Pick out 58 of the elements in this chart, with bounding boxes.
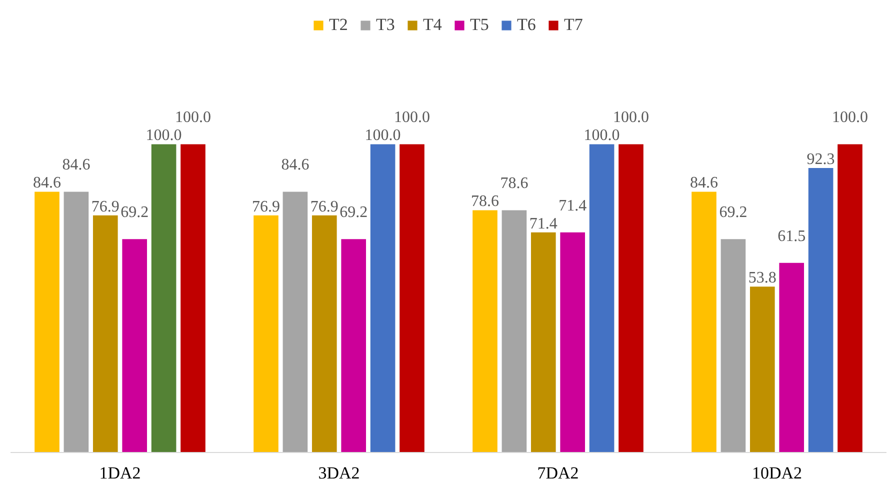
bar [530, 232, 556, 452]
bar [92, 215, 118, 452]
bar [692, 192, 716, 452]
x-tick-label: 7DA2 [537, 464, 579, 482]
bar [720, 239, 746, 452]
bar [838, 144, 862, 452]
data-label: 100.0 [394, 109, 430, 126]
bar [502, 210, 527, 452]
data-label: 84.6 [62, 156, 90, 174]
bar [779, 262, 804, 452]
bar [370, 144, 396, 452]
bar [618, 144, 644, 452]
x-tick-label: 3DA2 [318, 464, 360, 482]
bar [180, 144, 206, 452]
bar [808, 168, 834, 452]
data-label: 84.6 [690, 174, 718, 192]
data-label: 78.6 [500, 175, 528, 192]
bar [589, 144, 614, 452]
x-tick-label: 1DA2 [99, 464, 141, 482]
bar [472, 210, 498, 452]
data-label: 100.0 [364, 127, 401, 144]
legend-label: T4 [423, 15, 443, 35]
bar [254, 215, 278, 452]
data-label: 92.3 [806, 150, 835, 168]
bar [122, 239, 148, 452]
bar [750, 286, 775, 452]
data-label: 100.0 [175, 109, 211, 126]
data-label: 61.5 [778, 228, 806, 245]
bar [341, 239, 366, 452]
data-label: 69.2 [340, 204, 368, 222]
bar [64, 192, 89, 452]
data-label: 76.9 [252, 198, 280, 216]
data-label: 71.4 [558, 197, 587, 214]
bar [282, 192, 308, 452]
legend-label: T6 [517, 15, 537, 35]
data-label: 76.9 [310, 198, 338, 216]
legend-label: T5 [470, 15, 490, 35]
data-label: 100.0 [832, 109, 868, 126]
bar [312, 215, 337, 452]
data-label: 71.4 [529, 215, 558, 232]
bar [151, 144, 176, 452]
data-label: 84.6 [281, 156, 310, 174]
data-label: 69.2 [120, 204, 149, 222]
data-label: 100.0 [613, 109, 649, 126]
legend-label: T7 [564, 15, 584, 35]
bar [400, 144, 424, 452]
bar [560, 232, 586, 452]
data-label: 76.9 [91, 198, 120, 216]
data-label: 69.2 [719, 204, 748, 222]
data-label: 53.8 [748, 270, 776, 287]
legend-label: T3 [376, 15, 396, 35]
bar [34, 192, 60, 452]
data-label: 78.6 [471, 193, 499, 210]
data-label: 100.0 [146, 127, 182, 144]
data-label: 84.6 [33, 174, 61, 192]
legend-label: T2 [329, 15, 349, 35]
data-label: 100.0 [584, 127, 620, 144]
x-tick-label: 10DA2 [752, 464, 802, 482]
